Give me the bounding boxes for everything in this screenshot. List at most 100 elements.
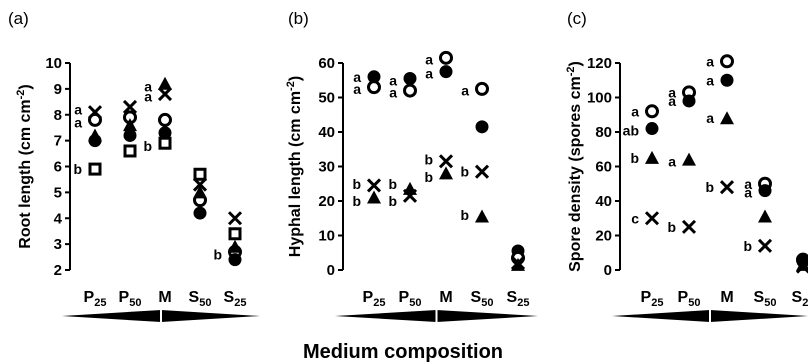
significance-letter: b [352, 176, 361, 192]
gradient-wedge-right [710, 310, 808, 322]
data-point-filled-circle-P25 [645, 122, 659, 136]
data-point-filled-circle-S50 [758, 184, 772, 198]
data-point-x-M [438, 154, 454, 169]
x-tick-label: P25 [84, 289, 107, 309]
data-point-filled-circle-S25 [228, 253, 242, 267]
y-axis-label: Spore density (spores cm-2) [565, 61, 584, 272]
y-tick-label: 50 [318, 90, 335, 107]
x-tick-label: S50 [471, 289, 494, 309]
y-tick-label: 6 [54, 159, 62, 176]
data-point-x-M [157, 86, 173, 102]
significance-letter: a [74, 102, 82, 118]
y-tick-label: 20 [595, 228, 612, 245]
data-point-open-circle-S50 [475, 81, 489, 96]
data-point-x-P25 [644, 211, 660, 226]
data-point-filled-circle-P50 [123, 128, 137, 142]
significance-letter: a [461, 83, 469, 99]
data-point-open-circle-P25 [367, 80, 381, 95]
x-tick-label: M [439, 289, 452, 306]
significance-letter: b [388, 193, 397, 209]
significance-letter: a [706, 110, 714, 126]
data-point-filled-circle-P25 [367, 70, 381, 84]
significance-letter: b [630, 150, 639, 166]
significance-letter: c [631, 210, 639, 226]
y-tick-label: 80 [595, 124, 612, 141]
y-tick-label: 10 [318, 228, 335, 245]
y-axis-label: Hyphal length (cm cm-2) [285, 76, 304, 257]
gradient-wedge-left [62, 310, 161, 322]
chart-panel-1: (a) 2 3 4 5 6 7 8 9 10 Root length (cm cm-2) P25 P50… [8, 9, 260, 322]
significance-letter: ab [623, 122, 639, 138]
significance-letter: a [668, 84, 676, 100]
significance-letter: a [668, 93, 676, 109]
significance-letter: a [144, 78, 152, 94]
data-point-filled-triangle-M [720, 111, 734, 125]
y-tick-label: 30 [318, 159, 335, 176]
data-point-filled-circle-P25 [88, 134, 102, 148]
x-tick-label: P50 [678, 289, 701, 309]
significance-letter: a [744, 176, 752, 192]
y-tick-label: 0 [327, 262, 335, 279]
significance-letter: a [144, 89, 152, 105]
data-point-filled-triangle-P50 [403, 181, 417, 195]
data-point-open-square-M [158, 136, 172, 150]
data-point-filled-triangle-S50 [193, 185, 207, 199]
significance-letter: b [667, 219, 676, 235]
y-tick-label: 100 [587, 90, 612, 107]
data-point-filled-circle-P50 [682, 94, 696, 108]
significance-letter: a [706, 72, 714, 88]
x-tick-label: P50 [399, 289, 422, 309]
significance-letter: a [425, 52, 433, 68]
y-tick-label: 9 [54, 81, 62, 98]
data-point-open-circle-P25 [88, 112, 102, 127]
significance-letter: b [388, 176, 397, 192]
data-point-x-P50 [122, 99, 138, 115]
data-point-filled-circle-M [439, 65, 453, 79]
figure-panels: (a) 2 3 4 5 6 7 8 9 10 Root length (cm cm-2) P25 P50… [8, 9, 808, 322]
gradient-wedge-right [161, 310, 260, 322]
data-point-filled-triangle-S50 [758, 209, 772, 223]
data-point-filled-circle-M [158, 126, 172, 140]
y-tick-label: 120 [587, 55, 612, 72]
y-tick-label: 5 [54, 184, 62, 201]
data-point-filled-circle-M [720, 73, 734, 87]
data-point-filled-triangle-S25 [511, 257, 525, 271]
significance-letter: b [352, 193, 361, 209]
significance-letter: a [353, 81, 361, 97]
significance-letter: b [743, 238, 752, 254]
significance-letter: a [706, 53, 714, 69]
data-point-open-circle-M [158, 112, 172, 127]
data-point-filled-triangle-S25 [228, 239, 242, 253]
y-tick-label: 3 [54, 236, 62, 253]
data-point-x-S25 [227, 211, 243, 226]
gradient-wedge-left [612, 310, 710, 322]
data-point-x-S50 [757, 238, 773, 253]
data-point-open-square-S25 [228, 227, 242, 241]
significance-letter: a [74, 115, 82, 131]
x-tick-label: M [158, 289, 171, 306]
data-point-filled-triangle-S50 [475, 209, 489, 223]
x-tick-label: S50 [754, 289, 777, 309]
data-point-x-P50 [681, 219, 697, 234]
significance-letter: a [425, 65, 433, 81]
y-tick-label: 7 [54, 133, 62, 150]
data-point-open-circle-P25 [645, 104, 659, 119]
chart-panel-2: (b) 0 10 20 30 40 50 60 Hyphal length (cm cm-2) P… [285, 9, 538, 322]
data-point-filled-triangle-P25 [645, 150, 659, 164]
y-tick-label: 10 [45, 55, 62, 72]
significance-letter: b [143, 138, 152, 154]
gradient-wedge-left [335, 310, 437, 322]
data-point-filled-triangle-M [158, 76, 172, 90]
x-tick-label: P25 [363, 289, 386, 309]
x-tick-label: P25 [641, 289, 664, 309]
significance-letter: b [73, 161, 82, 177]
y-tick-label: 20 [318, 193, 335, 210]
data-point-open-square-P25 [88, 162, 102, 176]
significance-letter: a [389, 84, 397, 100]
significance-letter: a [353, 69, 361, 85]
significance-letter: b [460, 164, 469, 180]
significance-letter: b [705, 179, 714, 195]
data-point-filled-circle-S50 [193, 206, 207, 220]
data-point-filled-triangle-P50 [682, 152, 696, 166]
